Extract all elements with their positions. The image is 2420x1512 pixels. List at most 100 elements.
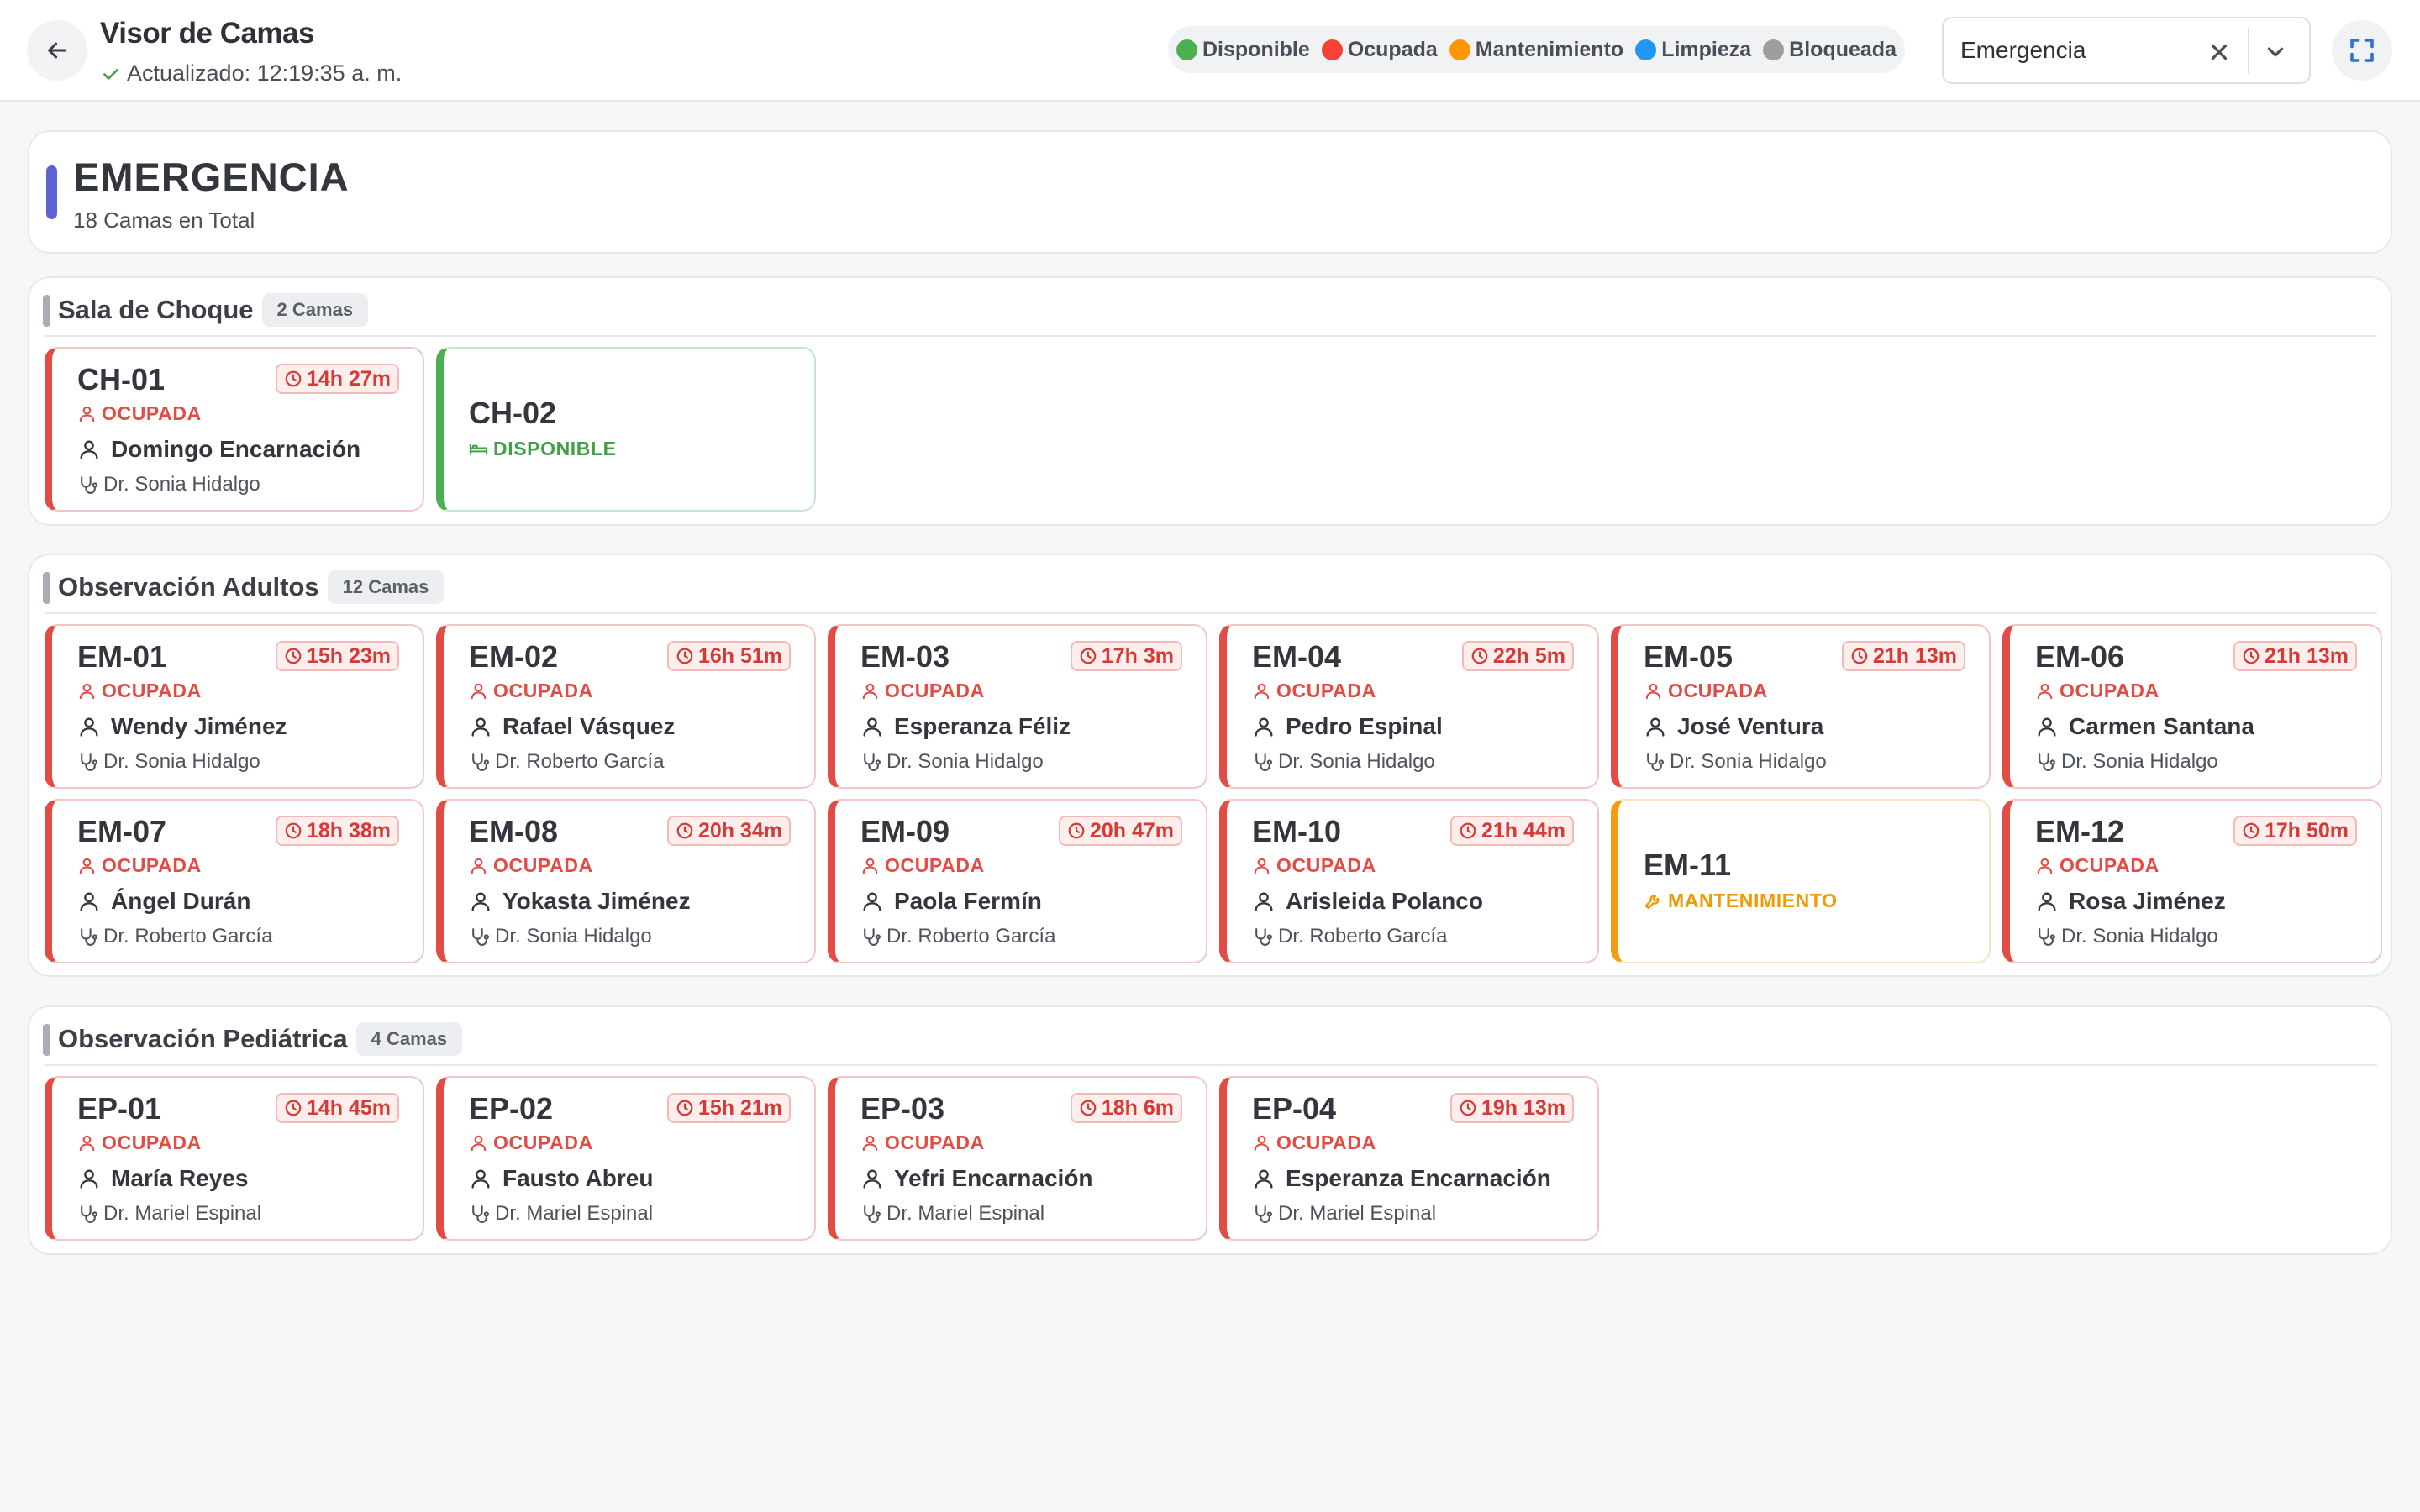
bed-status: OCUPADA [469, 854, 593, 877]
bed-status: OCUPADA [77, 680, 202, 702]
patient-name: Carmen Santana [2035, 713, 2254, 740]
occupancy-timer: 19h 13m [1449, 1093, 1574, 1123]
section-title: Observación Adultos [58, 572, 319, 601]
patient-name-text: Esperanza Encarnación [1286, 1165, 1551, 1191]
occupancy-time: 16h 51m [697, 643, 782, 668]
bed-code: EM-04 [1252, 639, 1342, 674]
bed-card-ep-02[interactable]: EP-02 15h 21m OCUPADA Fausto Abreu Dr. Marie… [436, 1076, 816, 1241]
bed-card-em-10[interactable]: EM-10 21h 44m OCUPADA Arisleida Polanco Dr. … [1219, 799, 1599, 963]
bed-card-ep-03[interactable]: EP-03 18h 6m OCUPADA Yefri Encarnación Dr. M… [828, 1076, 1207, 1241]
patient-name: Fausto Abreu [469, 1165, 653, 1192]
last-updated-text: Actualizado: 12:19:35 a. m. [127, 60, 402, 86]
bed-code: EM-05 [1644, 639, 1733, 674]
patient-name-text: Esperanza Féliz [894, 713, 1071, 739]
bed-card-ch-01[interactable]: CH-01 14h 27m OCUPADA Domingo Encarnación Dr… [45, 347, 424, 512]
clock-icon [676, 822, 693, 839]
fullscreen-icon [2350, 39, 2374, 62]
bed-card-em-12[interactable]: EM-12 17h 50m OCUPADA Rosa Jiménez Dr. Sonia… [2002, 799, 2382, 963]
department-accent-bar [46, 165, 57, 219]
bed-card-em-08[interactable]: EM-08 20h 34m OCUPADA Yokasta Jiménez Dr. So… [436, 799, 816, 963]
bed-card-ep-04[interactable]: EP-04 19h 13m OCUPADA Esperanza Encarnación… [1219, 1076, 1599, 1241]
stethoscope-icon [864, 1205, 881, 1223]
bed-card-ch-02[interactable]: CH-02 DISPONIBLE [436, 347, 816, 512]
patient-name-text: Domingo Encarnación [111, 436, 361, 462]
patient-name: Rafael Vásquez [469, 713, 675, 740]
clear-selection-button[interactable] [2202, 35, 2236, 69]
stethoscope-icon [2039, 927, 2055, 946]
doctor-name: Dr. Roberto García [77, 925, 272, 948]
bed-code: EM-09 [860, 814, 950, 848]
dropdown-toggle-button[interactable] [2259, 35, 2292, 69]
bed-card-em-03[interactable]: EM-03 17h 3m OCUPADA Esperanza Féliz Dr. Son… [828, 624, 1207, 789]
bed-status: OCUPADA [1252, 854, 1376, 877]
bed-card-em-11[interactable]: EM-11 MANTENIMIENTO [1611, 799, 1991, 963]
occupancy-timer: 17h 3m [1070, 641, 1182, 671]
patient-name: Wendy Jiménez [77, 713, 287, 740]
bed-status-label: OCUPADA [102, 1131, 202, 1153]
patient-icon [863, 717, 881, 737]
bed-card-em-02[interactable]: EM-02 16h 51m OCUPADA Rafael Vásquez Dr. Rob… [436, 624, 816, 789]
back-button[interactable] [27, 20, 87, 81]
section-header: Observación Adultos 12 Camas [58, 570, 445, 604]
stethoscope-icon [864, 927, 881, 946]
doctor-name-text: Dr. Sonia Hidalgo [495, 925, 652, 948]
patient-name-text: Paola Fermín [894, 888, 1042, 914]
bed-code: EM-10 [1252, 814, 1342, 848]
bed-code: EM-08 [469, 814, 559, 848]
bed-card-ep-01[interactable]: EP-01 14h 45m OCUPADA María Reyes Dr. Mariel… [45, 1076, 424, 1241]
patient-name-text: Yefri Encarnación [894, 1165, 1093, 1191]
person-icon [1254, 683, 1270, 700]
patient-icon [2038, 717, 2056, 737]
bed-status-label: MANTENIMIENTO [1668, 890, 1838, 911]
patient-name-text: Wendy Jiménez [111, 713, 287, 739]
patient-name: Yefri Encarnación [860, 1165, 1093, 1192]
stethoscope-icon [2039, 753, 2055, 771]
bed-card-em-07[interactable]: EM-07 18h 38m OCUPADA Ángel Durán Dr. Robert… [45, 799, 424, 963]
patient-icon [1255, 1169, 1273, 1189]
department-name: EMERGENCIA [73, 155, 350, 199]
bed-status-label: OCUPADA [2060, 680, 2160, 701]
patient-icon [1255, 892, 1273, 911]
occupancy-time: 14h 27m [306, 366, 391, 391]
clock-icon [1851, 648, 1868, 664]
occupancy-time: 17h 3m [1101, 643, 1174, 668]
bed-code: EM-01 [77, 639, 167, 674]
stethoscope-icon [1647, 753, 1664, 771]
section-observacion-adultos: Observación Adultos 12 Camas EM-01 15h 23… [28, 554, 2392, 977]
patient-name: Rosa Jiménez [2035, 888, 2226, 915]
person-icon [79, 858, 95, 874]
bed-card-em-06[interactable]: EM-06 21h 13m OCUPADA Carmen Santana Dr. Son… [2002, 624, 2382, 789]
bed-status: MANTENIMIENTO [1644, 890, 1838, 912]
section-accent-bar [43, 295, 50, 327]
fullscreen-button[interactable] [2332, 20, 2392, 81]
bed-code: EP-03 [860, 1091, 945, 1126]
bed-status-label: OCUPADA [885, 680, 985, 701]
person-icon [1645, 683, 1661, 700]
section-accent-bar [43, 572, 50, 604]
bed-code: EM-11 [1644, 848, 1732, 882]
clock-icon [1080, 1100, 1097, 1116]
person-icon [79, 683, 95, 700]
bed-status: OCUPADA [77, 402, 202, 425]
doctor-name: Dr. Roberto García [469, 750, 664, 774]
patient-name: Domingo Encarnación [77, 436, 360, 463]
doctor-name: Dr. Sonia Hidalgo [1252, 750, 1435, 774]
department-select-value: Emergencia [1960, 37, 2086, 63]
occupancy-timer: 20h 34m [666, 816, 791, 846]
section-title: Observación Pediátrica [58, 1024, 348, 1053]
close-icon [2211, 44, 2228, 60]
arrow-left-icon [48, 42, 66, 59]
bed-card-em-09[interactable]: EM-09 20h 47m OCUPADA Paola Fermín Dr. Rober… [828, 799, 1207, 963]
doctor-name: Dr. Sonia Hidalgo [2035, 750, 2218, 774]
bed-status: OCUPADA [77, 1131, 202, 1154]
clock-icon [676, 648, 693, 664]
doctor-name: Dr. Mariel Espinal [860, 1202, 1044, 1226]
department-select[interactable]: Emergencia [1942, 17, 2311, 84]
patient-name-text: Carmen Santana [2069, 713, 2254, 739]
bed-card-em-01[interactable]: EM-01 15h 23m OCUPADA Wendy Jiménez Dr. Soni… [45, 624, 424, 789]
bed-code: EP-01 [77, 1091, 162, 1126]
patient-name: José Ventura [1644, 713, 1823, 740]
bed-card-em-05[interactable]: EM-05 21h 13m OCUPADA José Ventura Dr. Sonia… [1611, 624, 1991, 789]
bed-card-em-04[interactable]: EM-04 22h 5m OCUPADA Pedro Espinal Dr. Sonia… [1219, 624, 1599, 789]
doctor-name: Dr. Sonia Hidalgo [469, 925, 652, 948]
